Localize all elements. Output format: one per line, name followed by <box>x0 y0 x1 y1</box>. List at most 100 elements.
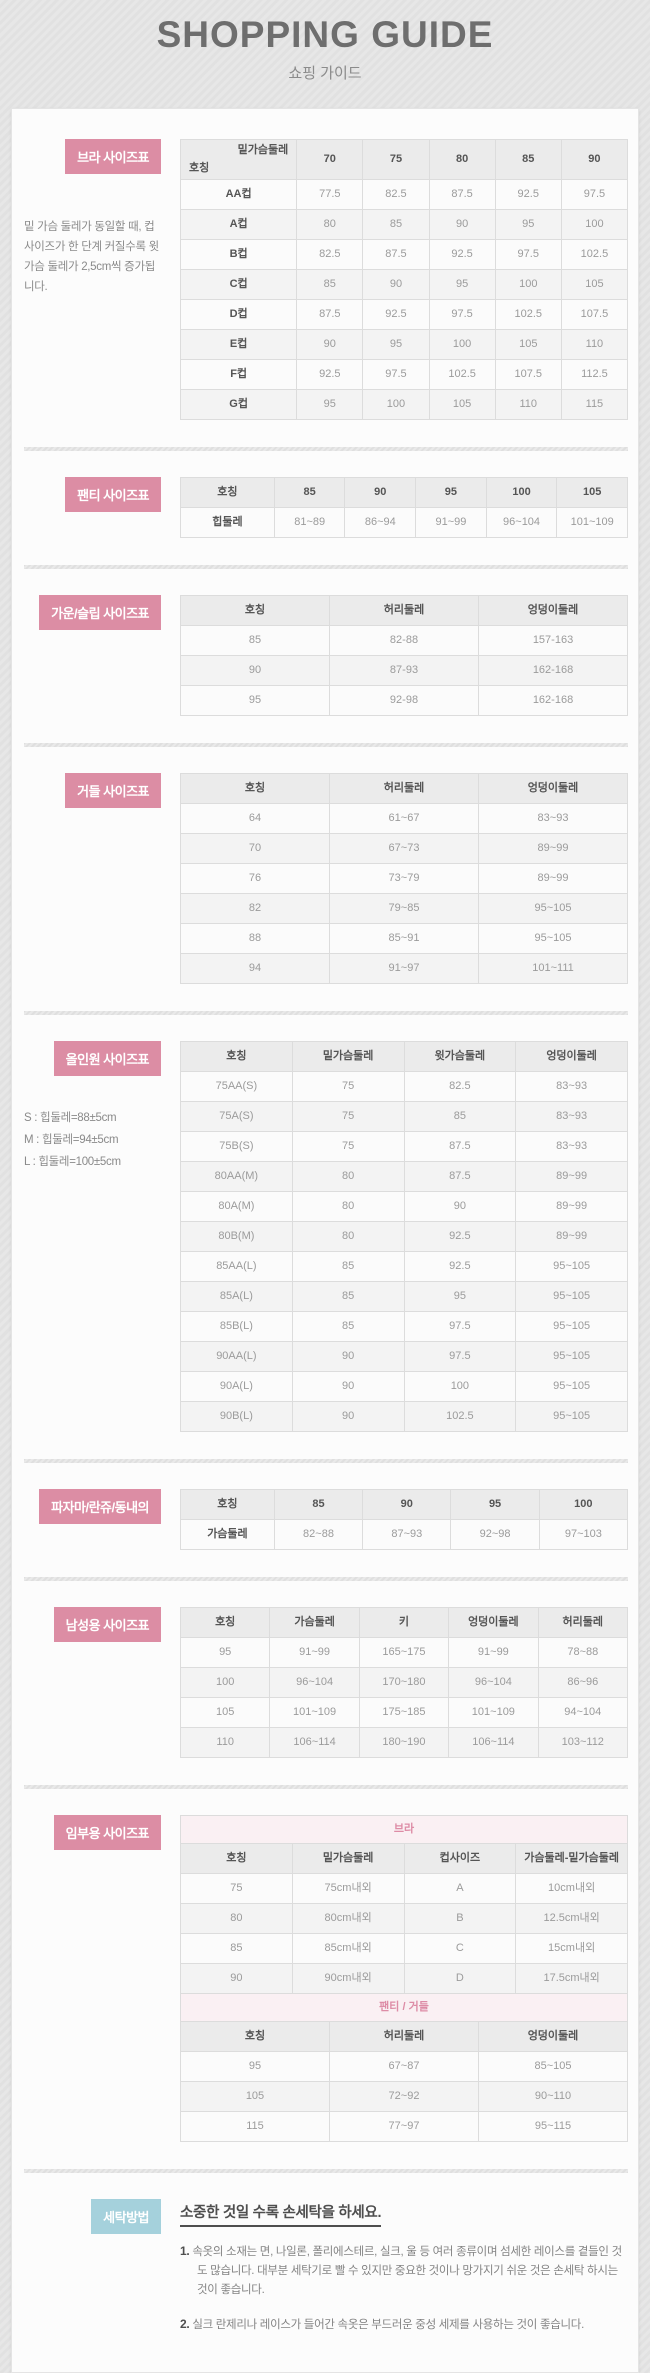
column-header: 엉덩이둘레 <box>515 1041 628 1072</box>
table-row: F컵 92.5 97.5 102.5 107.5 112.5 <box>179 359 629 390</box>
table-cell: 85 <box>403 1101 517 1132</box>
table-cell: 82~88 <box>273 1519 364 1550</box>
table-row: 94 91~97 101~111 <box>180 953 628 984</box>
table-cell: 95~105 <box>515 1281 628 1312</box>
table-cell: 91~97 <box>329 953 479 984</box>
table-cell: 73~79 <box>329 863 479 894</box>
section-label-bra: 브라 사이즈표 <box>65 139 161 174</box>
column-header: 80 <box>428 139 496 180</box>
table-cell: 95~105 <box>478 923 628 954</box>
table-cell: 95 <box>296 389 364 420</box>
table-cell: 101~109 <box>269 1697 360 1728</box>
table-row: G컵 95 100 105 110 115 <box>179 389 629 420</box>
table-cell: 95~105 <box>515 1371 628 1402</box>
table-row: 105 72~92 90~110 <box>180 2081 628 2112</box>
table-row: 115 77~97 95~115 <box>180 2111 628 2142</box>
table-cell: 180~190 <box>358 1727 450 1758</box>
table-cell: B컵 <box>179 239 298 270</box>
section-allinone-main: 호칭 밑가슴둘레 윗가슴둘레 엉덩이둘레 75AA(S) 75 82.5 83~93 75A(S… <box>180 1041 628 1432</box>
section-label-washing: 세탁방법 <box>91 2199 161 2234</box>
table-row: 110 106~114 180~190 106~114 103~112 <box>179 1727 629 1758</box>
table-cell: 95 <box>179 1637 271 1668</box>
table-cell: 75B(S) <box>180 1131 293 1162</box>
table-cell: 77.5 <box>296 179 364 210</box>
section-mens-main: 호칭 가슴둘레 키 엉덩이둘레 허리둘레 95 91~99 165~175 91~99 78~88… <box>179 1607 629 1758</box>
table-row: 82 79~85 95~105 <box>180 893 628 924</box>
table-row: 85B(L) 85 97.5 95~105 <box>180 1311 628 1342</box>
table-cell: 80 <box>180 1903 293 1934</box>
table-cell: 103~112 <box>537 1727 629 1758</box>
section-label-panty: 팬티 사이즈표 <box>65 477 161 512</box>
table-cell: 78~88 <box>537 1637 629 1668</box>
table-cell: 90 <box>403 1191 517 1222</box>
column-header: 95 <box>450 1489 540 1520</box>
table-row: 64 61~67 83~93 <box>180 803 628 834</box>
table-header-row: 호칭 가슴둘레 키 엉덩이둘레 허리둘레 <box>179 1607 629 1638</box>
column-header: 밑가슴둘레 <box>291 1041 405 1072</box>
table-row: 85AA(L) 85 92.5 95~105 <box>180 1251 628 1282</box>
column-header: 90 <box>344 477 417 508</box>
table-cell: 82.5 <box>403 1071 517 1102</box>
table-cell: 97.5 <box>403 1341 517 1372</box>
column-header: 엉덩이둘레 <box>478 773 628 804</box>
table-cell: 95 <box>180 2051 330 2082</box>
table-cell: C <box>403 1933 517 1964</box>
table-cell: 85 <box>180 1933 293 1964</box>
table-cell: 157-163 <box>478 625 628 656</box>
section-mens: 남성용 사이즈표 호칭 가슴둘레 키 엉덩이둘레 허리둘레 95 91~99 165~175 9… <box>24 1577 629 1785</box>
column-header: 호칭 <box>180 477 275 508</box>
table-cell: 67~87 <box>329 2051 479 2082</box>
table-cell: 80 <box>291 1191 405 1222</box>
table-row: 80 80cm내외 B 12.5cm내외 <box>180 1903 628 1934</box>
table-row: 85 82-88 157-163 <box>180 625 628 656</box>
table-band-header: 팬티 / 거들 <box>180 1993 628 2022</box>
table-row: 90B(L) 90 102.5 95~105 <box>180 1401 628 1432</box>
column-header: 윗가슴둘레 <box>403 1041 517 1072</box>
table-row: 105 101~109 175~185 101~109 94~104 <box>179 1697 629 1728</box>
table-cell: 95 <box>494 209 562 240</box>
table-cell: 97.5 <box>494 239 562 270</box>
section-label-girdle: 거들 사이즈표 <box>65 773 161 808</box>
washing-instruction-text: 속옷의 소재는 면, 나일론, 폴리에스테르, 실크, 울 등 여러 종류이며 … <box>189 2246 622 2296</box>
table-cell: 105 <box>428 389 496 420</box>
table-cell: 12.5cm내외 <box>515 1903 628 1934</box>
table-cell: 105 <box>560 269 629 300</box>
table-cell: 90 <box>180 655 330 686</box>
table-row: 100 96~104 170~180 96~104 86~96 <box>179 1667 629 1698</box>
table-cell: 75cm내외 <box>291 1873 405 1904</box>
diagonal-header-bottom-label: 호칭 <box>189 162 210 174</box>
bra-note: 밑 가슴 둘레가 동일할 때, 컵 사이즈가 한 단계 커질수록 윗 가슴 둘레… <box>24 221 159 294</box>
page-header: SHOPPING GUIDE 쇼핑 가이드 <box>0 0 650 108</box>
column-header: 105 <box>556 477 628 508</box>
column-header: 엉덩이둘레 <box>478 2021 628 2052</box>
mens-size-table: 호칭 가슴둘레 키 엉덩이둘레 허리둘레 95 91~99 165~175 91~99 78~88… <box>179 1607 629 1758</box>
table-header-row: 호칭 밑가슴둘레 컵사이즈 가슴둘레-밑가슴둘레 <box>180 1843 628 1874</box>
table-cell: 91~99 <box>269 1637 360 1668</box>
column-header: 90 <box>362 1489 452 1520</box>
panty-size-table: 호칭 85 90 95 100 105 힙둘레 81~89 86~94 91~99 96~104 10… <box>180 477 628 538</box>
table-cell: 94 <box>180 953 330 984</box>
allinone-notes: S : 힙둘레=88±5cm M : 힙둘레=94±5cm L : 힙둘레=10… <box>24 1076 161 1174</box>
table-cell: 95 <box>180 685 330 716</box>
column-header: 100 <box>485 477 558 508</box>
table-cell: 97.5 <box>560 179 629 210</box>
table-cell: 85 <box>296 269 364 300</box>
table-cell: 115 <box>560 389 629 420</box>
table-cell: 89~99 <box>478 863 628 894</box>
table-header-row: 호칭 밑가슴둘레 윗가슴둘레 엉덩이둘레 <box>180 1041 628 1072</box>
section-maternity: 임부용 사이즈표 브라 호칭 밑가슴둘레 컵사이즈 가슴둘레-밑가슴둘레 75 75cm내외… <box>24 1785 628 2169</box>
table-cell: 80 <box>296 209 364 240</box>
table-row: 95 67~87 85~105 <box>180 2051 628 2082</box>
table-cell: 83~93 <box>478 803 628 834</box>
table-cell: 89~99 <box>478 833 628 864</box>
column-header: 95 <box>415 477 487 508</box>
table-row: 70 67~73 89~99 <box>180 833 628 864</box>
table-cell: D <box>403 1963 517 1994</box>
washing-instruction-number: 2. <box>180 2316 190 2331</box>
table-cell: 90~110 <box>478 2081 628 2112</box>
table-row: 75AA(S) 75 82.5 83~93 <box>180 1071 628 1102</box>
section-maternity-main: 브라 호칭 밑가슴둘레 컵사이즈 가슴둘레-밑가슴둘레 75 75cm내외 A 10cm내외 80… <box>180 1815 628 2142</box>
section-bra-main: 밑가슴둘레 호칭 70 75 80 85 90 AA컵 77.5 82.5 87.5 92.5 97.5… <box>179 139 629 420</box>
table-cell: 85~105 <box>478 2051 628 2082</box>
table-header-row: 호칭 85 90 95 100 105 <box>180 477 628 508</box>
